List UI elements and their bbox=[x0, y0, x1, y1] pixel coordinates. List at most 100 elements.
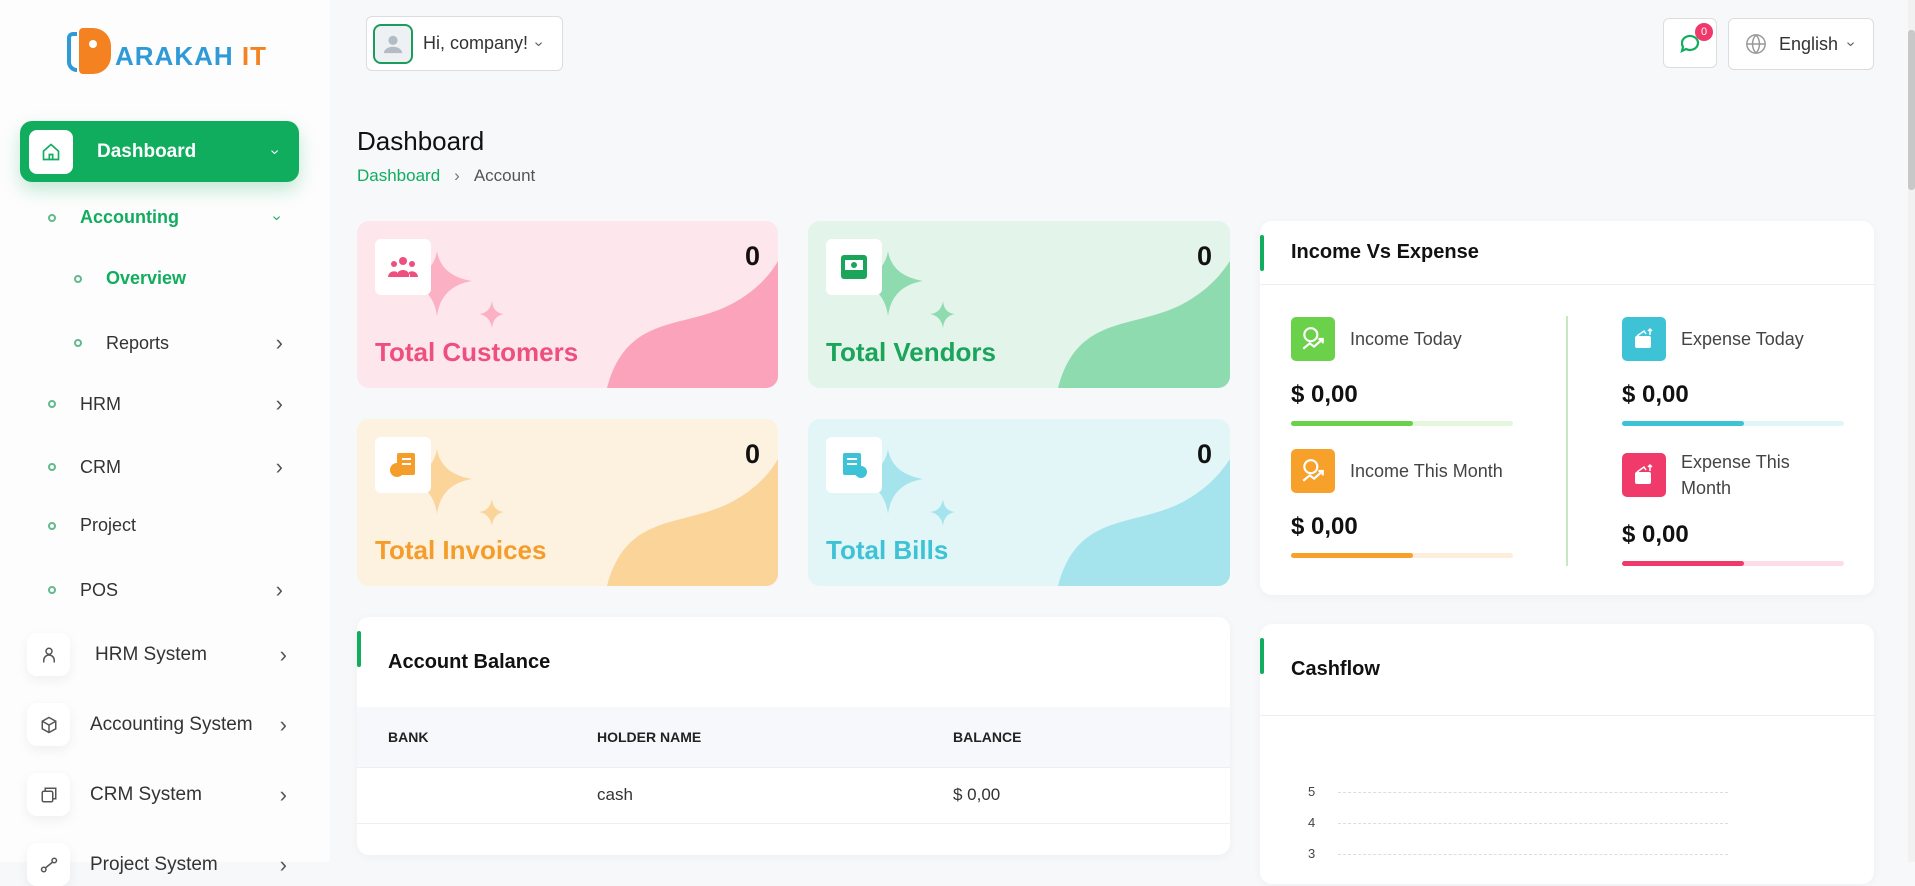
language-label: English bbox=[1779, 33, 1839, 54]
bullet-icon bbox=[48, 463, 56, 471]
sidebar-item-label: Accounting System bbox=[90, 713, 253, 735]
sidebar-item-pos[interactable]: POS › bbox=[48, 577, 283, 603]
sidebar-item-label: CRM System bbox=[90, 783, 202, 805]
users-icon bbox=[375, 239, 431, 295]
chevron-right-icon: › bbox=[279, 781, 287, 807]
stat-label: Total Vendors bbox=[826, 337, 996, 367]
table-row: cash $ 0,00 bbox=[357, 767, 1230, 824]
progress-bar bbox=[1622, 561, 1844, 566]
stat-card-vendors[interactable]: 0 Total Vendors bbox=[808, 221, 1230, 388]
sidebar-item-accounting[interactable]: Accounting › bbox=[48, 207, 286, 228]
progress-fill bbox=[1622, 421, 1745, 426]
bullet-icon bbox=[74, 274, 82, 283]
share-icon bbox=[27, 843, 70, 886]
sidebar-item-label: CRM bbox=[80, 456, 121, 477]
sidebar-item-crm[interactable]: CRM › bbox=[48, 454, 283, 480]
expense-today: Expense Today $ 0,00 bbox=[1622, 317, 1844, 426]
divider bbox=[1566, 316, 1568, 566]
expense-this-month: Expense This Month $ 0,00 bbox=[1622, 449, 1844, 566]
bullet-icon bbox=[48, 586, 56, 594]
progress-fill bbox=[1291, 421, 1414, 426]
logo[interactable]: ARAKAH IT bbox=[67, 22, 267, 76]
card-decoration bbox=[402, 251, 778, 388]
sidebar-item-hrm[interactable]: HRM › bbox=[48, 391, 283, 417]
bullet-icon bbox=[48, 213, 56, 222]
sidebar-item-accounting-system[interactable]: Accounting System › bbox=[27, 703, 287, 746]
user-menu-button[interactable]: Hi, company! › bbox=[366, 16, 563, 71]
sidebar-item-label: Project System bbox=[90, 853, 218, 875]
wallet-icon bbox=[1622, 317, 1666, 361]
sidebar-item-overview[interactable]: Overview bbox=[74, 268, 283, 289]
stat-value: $ 0,00 bbox=[1622, 381, 1689, 408]
notification-badge: 0 bbox=[1695, 23, 1713, 41]
chevron-right-icon: › bbox=[275, 454, 283, 479]
progress-bar bbox=[1291, 553, 1513, 558]
sidebar-item-project-system[interactable]: Project System › bbox=[27, 843, 287, 886]
stat-card-invoices[interactable]: 0 Total Invoices bbox=[357, 419, 778, 586]
card-decoration bbox=[853, 251, 1230, 388]
income-vs-expense-panel: Income Vs Expense Income Today $ 0,00 Ex… bbox=[1260, 221, 1874, 595]
sidebar-item-dashboard[interactable]: Dashboard › bbox=[20, 121, 299, 182]
scrollbar[interactable] bbox=[1908, 0, 1915, 862]
box-icon bbox=[27, 703, 70, 746]
greeting: Hi, company! bbox=[423, 33, 529, 53]
user-icon bbox=[27, 633, 70, 676]
gridline bbox=[1338, 823, 1728, 824]
sidebar-item-label: Dashboard bbox=[97, 140, 197, 162]
breadcrumb-separator-icon: › bbox=[454, 166, 460, 185]
stat-value: 0 bbox=[1196, 439, 1212, 469]
avatar bbox=[373, 23, 413, 64]
progress-bar bbox=[1291, 421, 1513, 426]
stat-value: 0 bbox=[1196, 241, 1212, 271]
stat-value: $ 0,00 bbox=[1622, 521, 1689, 548]
chevron-right-icon: › bbox=[275, 391, 283, 416]
stat-label: Total Invoices bbox=[375, 535, 547, 565]
sidebar-item-reports[interactable]: Reports › bbox=[74, 330, 283, 356]
language-selector[interactable]: English › bbox=[1728, 18, 1874, 70]
sidebar-item-project[interactable]: Project bbox=[48, 515, 283, 536]
chevron-down-icon: › bbox=[268, 214, 286, 221]
sidebar-item-hrm-system[interactable]: HRM System › bbox=[27, 633, 287, 676]
bullet-icon bbox=[48, 521, 56, 530]
card-decoration bbox=[853, 449, 1230, 586]
chevron-down-icon: › bbox=[1842, 41, 1860, 47]
scrollbar-thumb[interactable] bbox=[1908, 30, 1915, 190]
notification-button[interactable]: 0 bbox=[1663, 18, 1717, 68]
sidebar-item-crm-system[interactable]: CRM System › bbox=[27, 773, 287, 816]
cashflow-chart: 5 4 3 bbox=[1260, 784, 1874, 884]
sidebar: ARAKAH IT Dashboard › Accounting › Overvi… bbox=[0, 0, 330, 886]
cell-holder-name: cash bbox=[597, 767, 953, 824]
logo-text: ARAKAH IT bbox=[115, 41, 267, 71]
breadcrumb-link[interactable]: Dashboard bbox=[357, 166, 441, 185]
income-this-month: Income This Month $ 0,00 bbox=[1291, 449, 1513, 558]
chevron-down-icon: › bbox=[530, 40, 548, 47]
panel-title: Income Vs Expense bbox=[1260, 221, 1874, 285]
stat-value: 0 bbox=[744, 439, 760, 469]
chevron-right-icon: › bbox=[279, 641, 287, 667]
stat-label: Total Customers bbox=[375, 337, 579, 367]
income-today: Income Today $ 0,00 bbox=[1291, 317, 1513, 426]
stat-card-bills[interactable]: 0 Total Bills bbox=[808, 419, 1230, 586]
sidebar-item-label: HRM bbox=[80, 393, 121, 414]
cell-bank bbox=[357, 767, 597, 824]
breadcrumb-current: Account bbox=[473, 166, 536, 185]
sidebar-item-label: Overview bbox=[106, 268, 187, 288]
progress-fill bbox=[1622, 561, 1745, 566]
stat-label: Income Today bbox=[1350, 329, 1462, 349]
card-decoration bbox=[402, 449, 778, 586]
gridline bbox=[1338, 854, 1728, 855]
progress-bar bbox=[1622, 421, 1844, 426]
invoice-icon bbox=[375, 437, 431, 493]
wallet-icon bbox=[1622, 453, 1666, 497]
bill-icon bbox=[826, 437, 882, 493]
chevron-down-icon: › bbox=[266, 148, 284, 155]
panel-title: Cashflow bbox=[1260, 624, 1874, 716]
stat-label: Expense This Month bbox=[1681, 452, 1790, 498]
sidebar-item-label: Project bbox=[80, 515, 137, 535]
bullet-icon bbox=[74, 339, 82, 347]
logo-mark bbox=[67, 28, 113, 76]
stat-card-customers[interactable]: 0 Total Customers bbox=[357, 221, 778, 388]
column-header: BANK bbox=[357, 707, 597, 768]
stat-label: Income This Month bbox=[1350, 461, 1503, 481]
crm-icon bbox=[27, 773, 70, 816]
